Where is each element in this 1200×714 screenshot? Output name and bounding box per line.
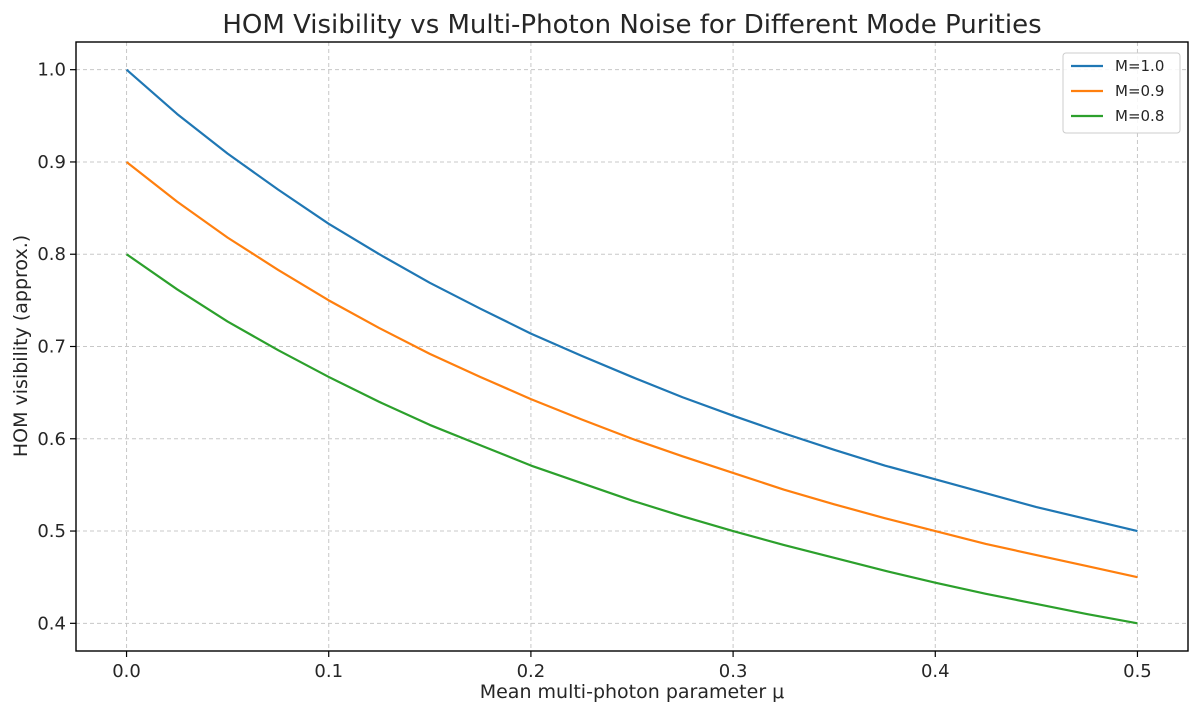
x-tick-label: 0.5	[1123, 661, 1152, 682]
x-tick-label: 0.4	[921, 661, 950, 682]
series-line-m-0-8	[125, 253, 1138, 625]
y-tick-label: 0.4	[37, 613, 66, 634]
y-tick-label: 0.8	[37, 244, 66, 265]
axis-ticks: 0.0 0.1 0.2 0.3 0.4 0.5 0.4 0.5 0.6 0.7 0.8 0.9 1.0	[37, 60, 1151, 682]
y-axis-label: HOM visibility (approx.)	[10, 235, 32, 457]
legend-box	[1062, 52, 1181, 134]
series-line-m-0-9	[125, 161, 1138, 579]
y-tick-label: 1.0	[37, 60, 66, 81]
x-tick-label: 0.2	[517, 661, 546, 682]
legend: M=1.0 M=0.9 M=0.8	[1062, 52, 1181, 134]
y-tick-label: 0.5	[37, 521, 66, 542]
x-tick-label: 0.0	[112, 661, 141, 682]
y-tick-label: 0.9	[37, 152, 66, 173]
x-tick-label: 0.3	[719, 661, 748, 682]
x-tick-label: 0.1	[314, 661, 343, 682]
legend-label-m-0-9: M=0.9	[1115, 82, 1164, 100]
grid	[76, 42, 1188, 651]
x-axis-label: Mean multi-photon parameter μ	[480, 681, 785, 703]
series-line-m-1-0	[125, 68, 1138, 533]
series-layer	[125, 68, 1138, 625]
chart-title: HOM Visibility vs Multi-Photon Noise for…	[222, 10, 1041, 40]
y-tick-label: 0.6	[37, 429, 66, 450]
y-tick-label: 0.7	[37, 337, 66, 358]
legend-label-m-0-8: M=0.8	[1115, 107, 1164, 125]
legend-label-m-1-0: M=1.0	[1115, 57, 1164, 75]
